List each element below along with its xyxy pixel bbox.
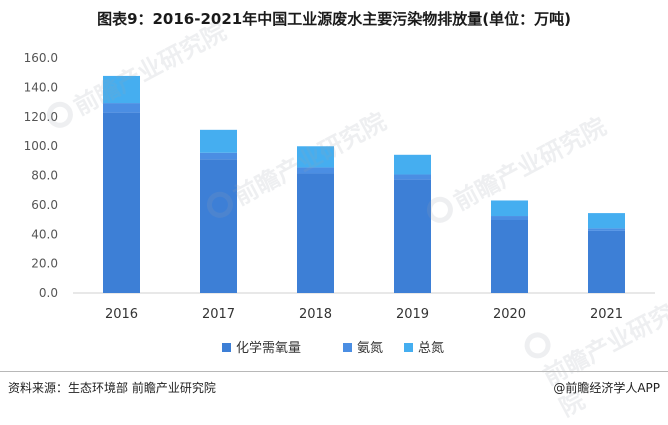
y-tick-label: 140.0	[24, 80, 58, 94]
x-tick-label: 2017	[202, 307, 235, 322]
y-tick-label: 40.0	[31, 227, 58, 241]
legend-swatch	[404, 343, 413, 352]
bar-2017-series-1	[200, 152, 237, 160]
y-tick-label: 20.0	[31, 257, 58, 271]
x-tick-label: 2020	[493, 307, 526, 322]
bar-2018-series-1	[297, 167, 334, 174]
bar-2021-series-1	[588, 228, 625, 231]
bar-2020-series-0	[491, 220, 528, 293]
legend-swatch	[343, 343, 352, 352]
bar-2019-series-0	[394, 179, 431, 293]
bar-2016-series-0	[103, 112, 140, 293]
bar-2017-series-0	[200, 159, 237, 293]
y-tick-label: 120.0	[24, 110, 58, 124]
legend-swatch	[222, 343, 231, 352]
x-axis: 2016 2017 2018 2019 2020 2021	[105, 307, 623, 322]
y-tick-label: 60.0	[31, 198, 58, 212]
x-tick-label: 2019	[396, 307, 429, 322]
legend-label: 化学需氧量	[236, 340, 301, 356]
legend-label: 总氮	[418, 341, 444, 356]
bar-chart: 0.020.040.060.080.0100.0120.0140.0160.0 …	[24, 51, 655, 356]
source-note: 资料来源：生态环境部 前瞻产业研究院	[8, 381, 216, 395]
bar-2019-series-2	[394, 154, 431, 175]
y-tick-label: 0.0	[39, 286, 58, 300]
bar-2016-series-1	[103, 103, 140, 113]
bar-2020-series-2	[491, 200, 528, 217]
footer-divider	[0, 371, 668, 372]
y-tick-label: 80.0	[31, 169, 58, 183]
chart-title: 图表9：2016-2021年中国工业源废水主要污染物排放量(单位：万吨)	[97, 10, 571, 28]
bars	[103, 75, 625, 293]
bar-2021-series-2	[588, 213, 625, 229]
x-tick-label: 2018	[299, 307, 332, 322]
credit-note: @前瞻经济学人APP	[553, 381, 660, 395]
legend-label: 氨氮	[357, 341, 383, 356]
bar-2017-series-2	[200, 129, 237, 153]
x-tick-label: 2021	[590, 307, 623, 322]
bar-2019-series-1	[394, 174, 431, 180]
legend: 化学需氧量 氨氮 总氮	[222, 340, 444, 356]
bar-2018-series-2	[297, 146, 334, 168]
bar-2018-series-0	[297, 173, 334, 293]
bar-2021-series-0	[588, 230, 625, 293]
x-tick-label: 2016	[105, 307, 138, 322]
bar-2020-series-1	[491, 216, 528, 221]
bar-2016-series-2	[103, 75, 140, 104]
y-tick-label: 100.0	[24, 139, 58, 153]
y-tick-label: 160.0	[24, 51, 58, 65]
y-axis: 0.0 20.0 40.0 60.0 80.0 100.0 120.0 140.0 160.0	[24, 51, 58, 300]
